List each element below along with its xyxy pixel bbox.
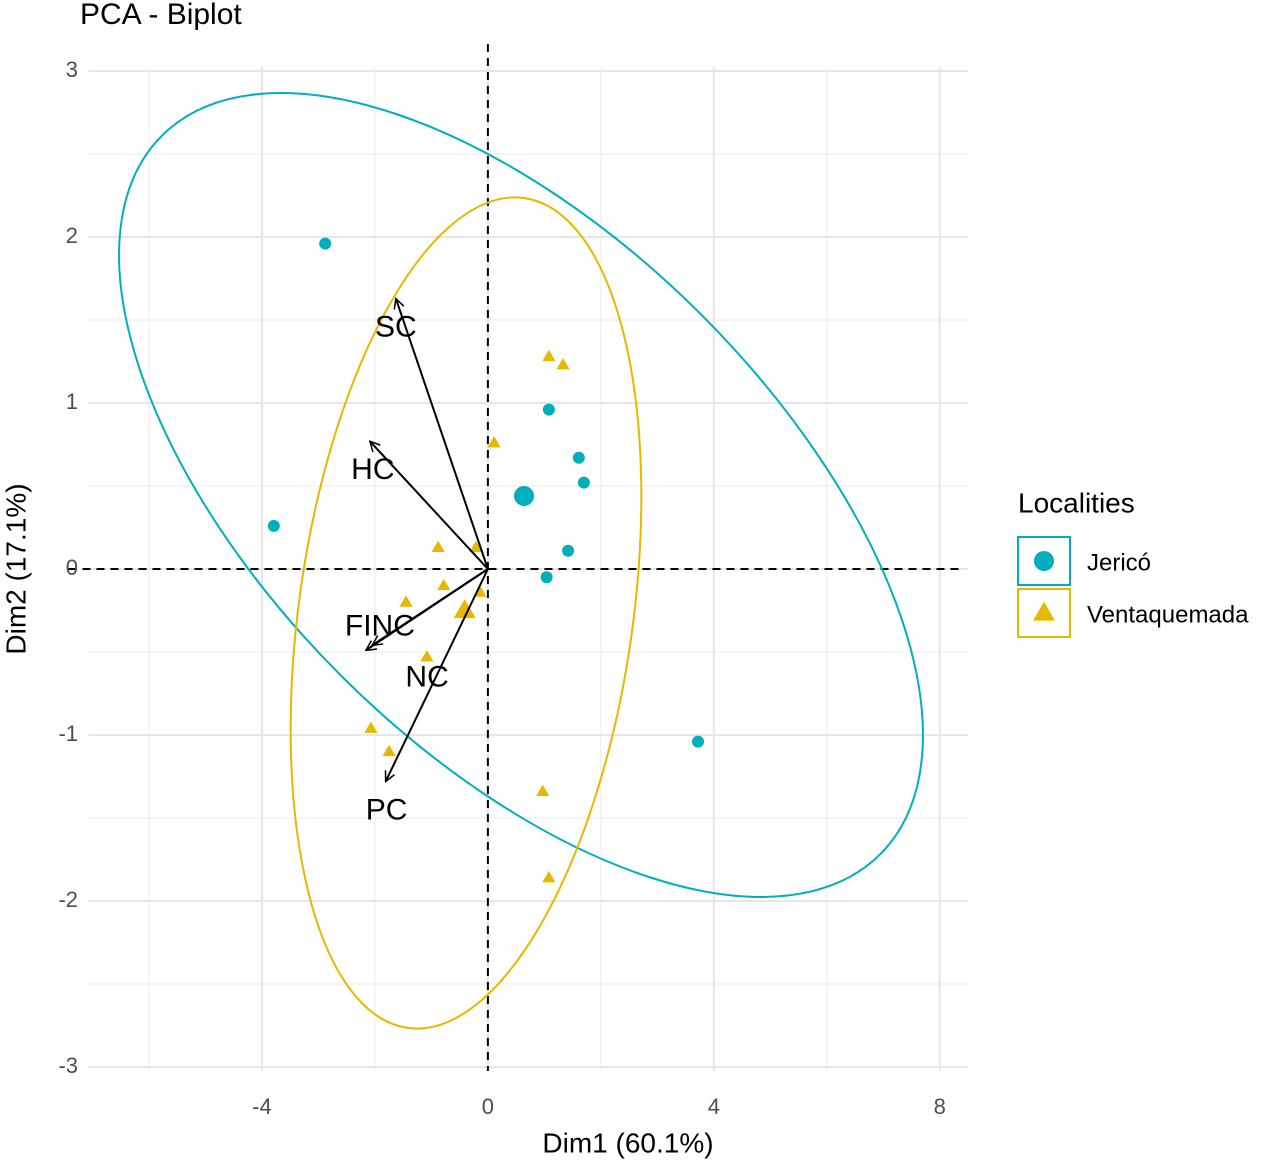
point [469, 540, 483, 552]
x-tick-label: 8 [934, 1094, 946, 1119]
point [319, 237, 332, 250]
y-tick-label: -2 [58, 887, 78, 912]
legend-label: Ventaquemada [1087, 601, 1249, 628]
y-tick-label: -1 [58, 721, 78, 746]
point [556, 357, 570, 370]
loading-arrow [386, 568, 489, 781]
y-tick-label: -3 [58, 1053, 78, 1078]
x-tick-label: 4 [708, 1094, 720, 1119]
loading-arrow [370, 441, 489, 570]
loading-arrow [396, 298, 489, 570]
point [431, 540, 445, 552]
legend-symbol [1033, 601, 1055, 621]
variable-label: HC [351, 453, 394, 486]
point [487, 436, 501, 448]
confidence-ellipse [118, 92, 924, 898]
point [542, 349, 556, 362]
legend-title: Localities [1018, 487, 1135, 518]
variable-label: FINC [345, 609, 415, 642]
point [692, 735, 705, 748]
point [382, 744, 396, 757]
point [420, 650, 434, 662]
x-axis-title: Dim1 (60.1%) [542, 1127, 713, 1158]
variable-label: PC [366, 793, 408, 826]
x-tick-label: -4 [252, 1094, 272, 1119]
group-mean [514, 485, 535, 506]
point [364, 721, 378, 733]
point [562, 544, 575, 557]
point [542, 870, 556, 883]
point [540, 571, 553, 584]
y-tick-label: 2 [66, 223, 78, 248]
y-tick-label: 0 [66, 555, 78, 580]
y-tick-label: 1 [66, 389, 78, 414]
point [572, 451, 585, 464]
variable-label: SC [375, 310, 417, 343]
point [437, 578, 451, 591]
loading-arrow [372, 568, 489, 645]
point [577, 476, 590, 489]
ellipses [118, 92, 924, 1030]
point [542, 403, 555, 416]
legend-symbol [1034, 551, 1054, 571]
point [267, 519, 280, 532]
group-mean [453, 599, 476, 619]
point [536, 784, 550, 796]
point [399, 595, 413, 607]
x-tick-label: 0 [482, 1094, 494, 1119]
y-tick-label: 3 [66, 57, 78, 82]
confidence-ellipse [289, 196, 643, 1030]
grid [68, 44, 968, 1071]
legend-label: Jericó [1087, 549, 1151, 576]
y-axis-title: Dim2 (17.1%) [0, 483, 31, 654]
chart-title: PCA - Biplot [80, 0, 242, 31]
